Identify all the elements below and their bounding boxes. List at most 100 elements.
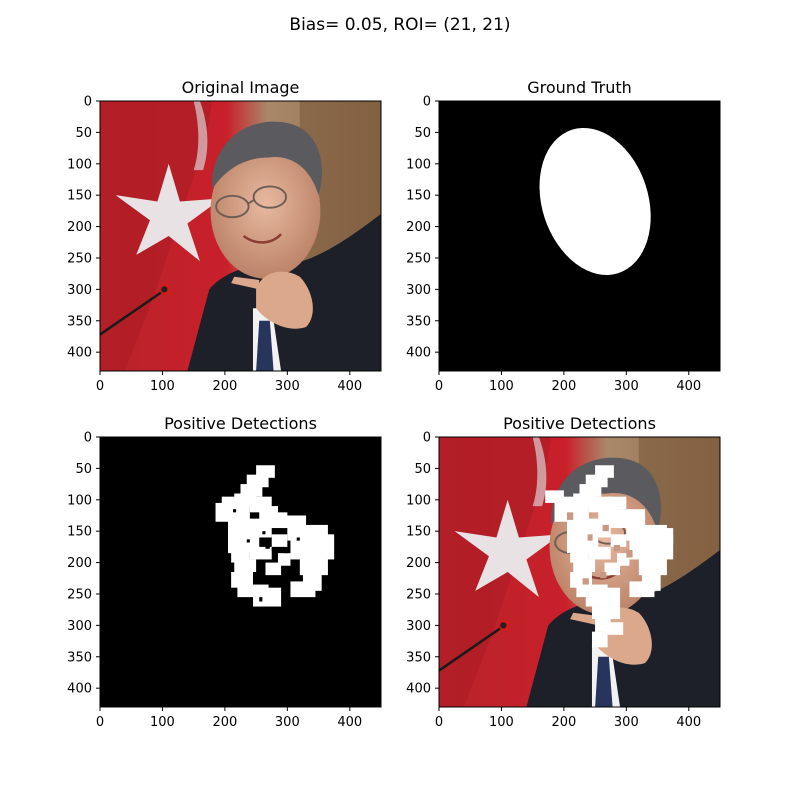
detection-block	[570, 546, 589, 563]
y-tick-label: 0	[423, 431, 431, 446]
y-tick-label: 250	[406, 251, 431, 266]
detection-block	[221, 496, 253, 507]
panel-title: Original Image	[182, 78, 300, 97]
y-tick-label: 150	[67, 525, 92, 540]
y-tick-label: 400	[67, 682, 92, 697]
y-tick-label: 300	[406, 619, 431, 634]
x-tick-label: 200	[551, 379, 576, 394]
panel-title: Ground Truth	[527, 78, 632, 97]
panel-title: Positive Detections	[164, 414, 317, 433]
y-axis-ticks: 0 50 100 150 200 250 300 350 400	[67, 95, 100, 361]
y-tick-label: 150	[406, 525, 431, 540]
axes-frame	[438, 100, 721, 372]
panel-title: Positive Detections	[503, 414, 656, 433]
x-tick-label: 100	[489, 379, 514, 394]
y-tick-label: 250	[67, 251, 92, 266]
detection-gap	[613, 545, 621, 552]
y-tick-label: 50	[414, 126, 431, 141]
x-tick-label: 200	[212, 715, 237, 730]
detection-block	[215, 502, 250, 522]
y-tick-label: 400	[406, 346, 431, 361]
detection-block	[560, 499, 586, 516]
detection-block	[607, 496, 627, 510]
x-tick-label: 300	[614, 715, 639, 730]
ground-truth-ellipse	[539, 127, 651, 275]
detection-block	[249, 546, 272, 560]
detection-block	[610, 534, 627, 547]
detection-gap	[246, 539, 250, 543]
x-axis-ticks: 0 100 200 300 400	[96, 707, 362, 730]
detection-gap	[259, 597, 263, 602]
x-tick-label: 400	[337, 715, 362, 730]
detection-gap	[587, 534, 593, 541]
x-tick-label: 0	[435, 715, 443, 730]
y-tick-label: 350	[406, 650, 431, 665]
detection-block	[573, 559, 596, 572]
detection-block	[629, 581, 655, 598]
detection-block	[299, 553, 328, 576]
detection-blocks-overlay	[545, 465, 674, 648]
detection-block	[588, 546, 611, 560]
figure-suptitle: Bias= 0.05, ROI= (21, 21)	[289, 15, 510, 35]
detection-block	[638, 553, 667, 576]
detection-gap	[567, 512, 574, 520]
detection-gap	[582, 578, 589, 585]
y-tick-label: 400	[406, 682, 431, 697]
y-tick-label: 300	[406, 283, 431, 298]
y-tick-label: 250	[406, 587, 431, 602]
detection-block	[234, 559, 257, 572]
detection-block	[585, 474, 608, 488]
detection-block	[246, 474, 269, 488]
detection-gap	[626, 550, 633, 558]
detection-block	[271, 534, 288, 547]
panel-ground-truth: Ground Truth 0 100 200 300 400 0 50 100 150 200 2…	[406, 78, 721, 394]
detection-block	[604, 562, 621, 576]
detection-block	[290, 581, 316, 598]
detection-block	[231, 546, 250, 563]
y-tick-label: 50	[414, 462, 431, 477]
detection-block	[228, 518, 272, 538]
x-tick-label: 400	[337, 379, 362, 394]
y-tick-label: 300	[67, 619, 92, 634]
detection-block	[567, 518, 611, 538]
y-tick-label: 50	[75, 462, 92, 477]
detection-block	[277, 553, 291, 566]
detection-gap	[602, 524, 609, 532]
axes-frame	[438, 436, 721, 708]
y-tick-label: 0	[84, 431, 92, 446]
detection-blocks	[215, 465, 335, 607]
x-tick-label: 300	[275, 379, 300, 394]
detection-gap	[600, 572, 607, 579]
x-axis-ticks: 0 100 200 300 400	[96, 371, 362, 394]
y-tick-label: 150	[406, 189, 431, 204]
y-tick-label: 350	[67, 314, 92, 329]
detection-block	[604, 622, 624, 635]
detection-block	[591, 631, 608, 648]
y-tick-label: 0	[423, 95, 431, 110]
y-tick-label: 200	[67, 220, 92, 235]
detection-gap	[233, 509, 237, 513]
y-tick-label: 350	[67, 650, 92, 665]
x-axis-ticks: 0 100 200 300 400	[435, 371, 701, 394]
y-tick-label: 50	[75, 126, 92, 141]
panel-positive-detections-mask: Positive Detections 0 100 200 300 400 0 50 100…	[67, 414, 382, 730]
y-axis-ticks: 0 50 100 150 200 250 300 350 400	[406, 431, 439, 697]
panel-original-image: Original Image 0 100 200 300 400 0 50 100 150 20…	[67, 78, 383, 394]
x-tick-label: 400	[676, 715, 701, 730]
x-tick-label: 200	[551, 715, 576, 730]
detection-block	[265, 562, 282, 576]
y-tick-label: 350	[406, 314, 431, 329]
y-tick-label: 200	[406, 220, 431, 235]
detection-gap	[296, 537, 300, 541]
x-tick-label: 400	[676, 379, 701, 394]
detection-block	[545, 490, 564, 503]
panel-positive-detections-overlay: Positive Detections 0 100 200 300 400 0 50 100…	[406, 414, 722, 730]
y-tick-label: 200	[67, 556, 92, 571]
original-photo	[98, 99, 383, 373]
y-axis-ticks: 0 50 100 150 200 250 300 350 400	[406, 95, 439, 361]
x-tick-label: 100	[489, 715, 514, 730]
detection-gap	[287, 584, 291, 588]
detection-gap	[262, 531, 266, 535]
x-tick-label: 100	[150, 379, 175, 394]
